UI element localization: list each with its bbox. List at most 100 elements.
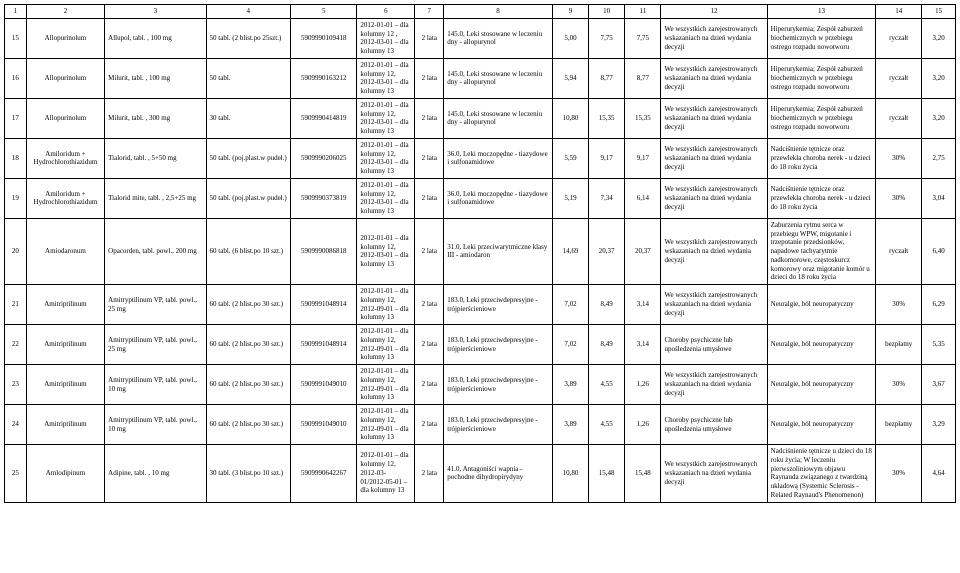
- cell-c15: 3,29: [922, 405, 956, 445]
- cell-c10: 7,75: [589, 18, 625, 58]
- cell-c2: Amlodipinum: [26, 445, 104, 503]
- cell-c13: Hiperurykemia; Zespół zaburzeń biochemic…: [767, 58, 876, 98]
- cell-c10: 7,34: [589, 178, 625, 218]
- cell-c8: 145.0, Leki stosowane w leczeniu dny - a…: [444, 98, 553, 138]
- cell-c8: 183.0, Leki przeciwdepresyjne - trójpier…: [444, 285, 553, 325]
- cell-c14: ryczałt: [876, 18, 922, 58]
- cell-c3: Amitryptilinum VP, tabl. powl., 10 mg: [105, 365, 206, 405]
- cell-c6: 2012-01-01 – dla kolumny 12, 2012-03-01 …: [357, 138, 415, 178]
- cell-c3: Milurit, tabl. , 300 mg: [105, 98, 206, 138]
- cell-c6: 2012-01-01 – dla kolumny 12, 2012-03-01 …: [357, 218, 415, 284]
- cell-c2: Amiodaronum: [26, 218, 104, 284]
- cell-c7: 2 lata: [415, 138, 444, 178]
- cell-c5: 5909991049010: [291, 405, 357, 445]
- cell-c9: 5,00: [552, 18, 588, 58]
- cell-c6: 2012-01-01 – dla kolumny 12, 2012-03-01 …: [357, 98, 415, 138]
- cell-c9: 7,02: [552, 285, 588, 325]
- cell-c1: 18: [5, 138, 27, 178]
- cell-c4: 30 tabl. (3 blist.po 10 szt.): [206, 445, 290, 503]
- cell-c3: Tialorid, tabl. , 5+50 mg: [105, 138, 206, 178]
- cell-c5: 5909990414819: [291, 98, 357, 138]
- cell-c15: 6,29: [922, 285, 956, 325]
- cell-c11: 15,48: [625, 445, 661, 503]
- cell-c9: 5,59: [552, 138, 588, 178]
- cell-c5: 5909990163212: [291, 58, 357, 98]
- cell-c2: Amitriptilinum: [26, 365, 104, 405]
- cell-c11: 9,17: [625, 138, 661, 178]
- cell-c7: 2 lata: [415, 98, 444, 138]
- cell-c9: 7,02: [552, 325, 588, 365]
- cell-c7: 2 lata: [415, 445, 444, 503]
- cell-c15: 3,67: [922, 365, 956, 405]
- cell-c9: 10,80: [552, 445, 588, 503]
- cell-c5: 5909990206025: [291, 138, 357, 178]
- header-cell: 13: [767, 5, 876, 19]
- cell-c1: 21: [5, 285, 27, 325]
- table-row: 23AmitriptilinumAmitryptilinum VP, tabl.…: [5, 365, 956, 405]
- cell-c4: 60 tabl. (2 blist.po 30 szt.): [206, 285, 290, 325]
- cell-c1: 22: [5, 325, 27, 365]
- cell-c13: Nadciśnienie tętnicze oraz przewlekła ch…: [767, 138, 876, 178]
- drug-table: 12345678910111213141515AllopurinolumAllu…: [4, 4, 956, 503]
- cell-c3: Amitryptilinum VP, tabl. powl., 10 mg: [105, 405, 206, 445]
- cell-c14: 30%: [876, 178, 922, 218]
- cell-c10: 8,49: [589, 285, 625, 325]
- cell-c10: 15,35: [589, 98, 625, 138]
- cell-c10: 8,77: [589, 58, 625, 98]
- table-row: 24AmitriptilinumAmitryptilinum VP, tabl.…: [5, 405, 956, 445]
- cell-c6: 2012-01-01 – dla kolumny 12, 2012-03-01 …: [357, 178, 415, 218]
- cell-c12: We wszystkich zarejestrowanych wskazania…: [661, 285, 767, 325]
- cell-c1: 24: [5, 405, 27, 445]
- cell-c12: Choroby psychiczne lub upośledzenia umys…: [661, 325, 767, 365]
- cell-c11: 3,14: [625, 325, 661, 365]
- cell-c6: 2012-01-01 – dla kolumny 12 , 2012-03-01…: [357, 18, 415, 58]
- cell-c8: 145.0, Leki stosowane w leczeniu dny - a…: [444, 58, 553, 98]
- table-row: 18Amiloridum + HydrochlorothiazidumTialo…: [5, 138, 956, 178]
- cell-c10: 4,55: [589, 405, 625, 445]
- cell-c6: 2012-01-01 – dla kolumny 12, 2012-03-01 …: [357, 58, 415, 98]
- header-row: 123456789101112131415: [5, 5, 956, 19]
- cell-c1: 19: [5, 178, 27, 218]
- cell-c11: 8,77: [625, 58, 661, 98]
- cell-c3: Milurit, tabl. , 100 mg: [105, 58, 206, 98]
- cell-c3: Tialorid mite, tabl. , 2,5+25 mg: [105, 178, 206, 218]
- cell-c8: 183.0, Leki przeciwdepresyjne - trójpier…: [444, 405, 553, 445]
- cell-c13: Nadciśnienie tętnicze u dzieci do 18 rok…: [767, 445, 876, 503]
- cell-c12: We wszystkich zarejestrowanych wskazania…: [661, 218, 767, 284]
- cell-c1: 15: [5, 18, 27, 58]
- cell-c8: 36.0, Leki moczopędne - tiazydowe i sulf…: [444, 178, 553, 218]
- header-cell: 14: [876, 5, 922, 19]
- cell-c13: Neuralgie, ból neuropatyczny: [767, 405, 876, 445]
- cell-c12: We wszystkich zarejestrowanych wskazania…: [661, 178, 767, 218]
- cell-c10: 20,37: [589, 218, 625, 284]
- cell-c3: Allupol, tabl. , 100 mg: [105, 18, 206, 58]
- cell-c9: 3,89: [552, 365, 588, 405]
- cell-c14: ryczałt: [876, 98, 922, 138]
- cell-c11: 3,14: [625, 285, 661, 325]
- cell-c10: 9,17: [589, 138, 625, 178]
- cell-c14: bezpłatny: [876, 325, 922, 365]
- cell-c3: Opacorden, tabl. powl., 200 mg: [105, 218, 206, 284]
- header-cell: 2: [26, 5, 104, 19]
- cell-c13: Zaburzenia rytmu serca w przebiegu WPW, …: [767, 218, 876, 284]
- cell-c5: 5909991048914: [291, 325, 357, 365]
- header-cell: 11: [625, 5, 661, 19]
- cell-c11: 15,35: [625, 98, 661, 138]
- cell-c7: 2 lata: [415, 178, 444, 218]
- cell-c8: 31.0, Leki przeciwarytmiczne klasy III -…: [444, 218, 553, 284]
- cell-c1: 20: [5, 218, 27, 284]
- cell-c14: ryczałt: [876, 218, 922, 284]
- cell-c15: 3,20: [922, 58, 956, 98]
- cell-c6: 2012-01-01 – dla kolumny 12, 2012-09-01 …: [357, 405, 415, 445]
- cell-c12: We wszystkich zarejestrowanych wskazania…: [661, 138, 767, 178]
- cell-c15: 4,64: [922, 445, 956, 503]
- header-cell: 4: [206, 5, 290, 19]
- header-cell: 3: [105, 5, 206, 19]
- cell-c13: Neuralgie, ból neuropatyczny: [767, 365, 876, 405]
- cell-c13: Nadciśnienie tętnicze oraz przewlekła ch…: [767, 178, 876, 218]
- cell-c13: Neuralgie, ból neuropatyczny: [767, 325, 876, 365]
- cell-c6: 2012-01-01 – dla kolumny 12, 2012-09-01 …: [357, 365, 415, 405]
- cell-c8: 183.0, Leki przeciwdepresyjne - trójpier…: [444, 365, 553, 405]
- cell-c13: Neuralgie, ból neuropatyczny: [767, 285, 876, 325]
- cell-c7: 2 lata: [415, 58, 444, 98]
